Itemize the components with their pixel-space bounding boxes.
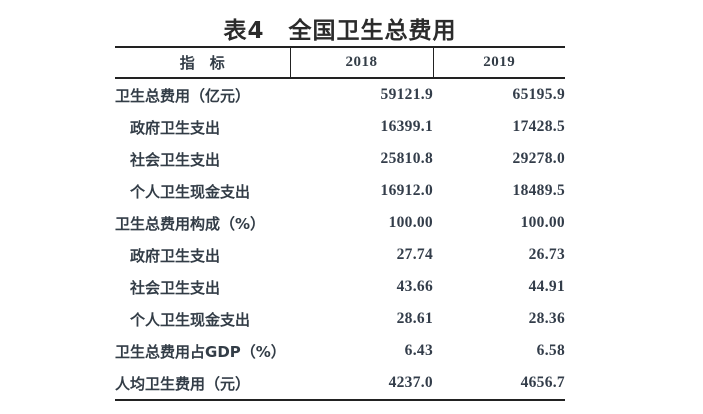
table-body: 卫生总费用（亿元） 59121.9 65195.9 政府卫生支出 16399.1… bbox=[115, 78, 565, 401]
table-row: 社会卫生支出 43.66 44.91 bbox=[115, 271, 565, 303]
table-row: 卫生总费用（亿元） 59121.9 65195.9 bbox=[115, 78, 565, 111]
table-row: 个人卫生现金支出 28.61 28.36 bbox=[115, 303, 565, 335]
value-2018: 16912.0 bbox=[380, 182, 433, 199]
row-label: 社会卫生支出 bbox=[130, 150, 221, 169]
value-2019: 28.36 bbox=[528, 310, 565, 327]
value-2019: 100.00 bbox=[520, 214, 565, 231]
value-2019: 65195.9 bbox=[512, 86, 565, 103]
value-2019: 6.58 bbox=[536, 342, 565, 359]
value-2018: 43.66 bbox=[396, 278, 433, 295]
value-2019: 17428.5 bbox=[512, 118, 565, 135]
value-2018: 6.43 bbox=[404, 342, 433, 359]
value-2018: 100.00 bbox=[388, 214, 433, 231]
value-2019: 18489.5 bbox=[512, 182, 565, 199]
row-label: 人均卫生费用（元） bbox=[115, 367, 290, 401]
header-2019: 2019 bbox=[432, 46, 565, 79]
table-row: 政府卫生支出 16399.1 17428.5 bbox=[115, 111, 565, 143]
value-2019: 26.73 bbox=[528, 246, 565, 263]
value-2018: 25810.8 bbox=[380, 150, 433, 167]
health-expenditure-table: 指 标 2018 2019 卫生总费用（亿元） 59121.9 65195.9 … bbox=[115, 46, 565, 401]
value-2019: 4656.7 bbox=[433, 367, 565, 401]
value-2018: 4237.0 bbox=[290, 367, 433, 401]
table-row: 人均卫生费用（元） 4237.0 4656.7 bbox=[115, 367, 565, 401]
table-row: 政府卫生支出 27.74 26.73 bbox=[115, 239, 565, 271]
stat-table: 指 标 2018 2019 卫生总费用（亿元） 59121.9 65195.9 … bbox=[115, 46, 565, 401]
row-label: 个人卫生现金支出 bbox=[130, 310, 251, 329]
row-label: 卫生总费用构成（%） bbox=[115, 214, 266, 233]
table-row: 卫生总费用构成（%） 100.00 100.00 bbox=[115, 207, 565, 239]
row-label: 社会卫生支出 bbox=[130, 278, 221, 297]
table-row: 个人卫生现金支出 16912.0 18489.5 bbox=[115, 175, 565, 207]
value-2019: 44.91 bbox=[528, 278, 565, 295]
header-indicator: 指 标 bbox=[115, 46, 290, 79]
table-title: 表4 全国卫生总费用 bbox=[223, 18, 457, 44]
value-2018: 28.61 bbox=[396, 310, 433, 327]
header-row: 指 标 2018 2019 bbox=[115, 46, 565, 79]
table-row: 卫生总费用占GDP（%） 6.43 6.58 bbox=[115, 335, 565, 367]
row-label: 政府卫生支出 bbox=[130, 246, 221, 265]
value-2018: 16399.1 bbox=[380, 118, 433, 135]
value-2018: 27.74 bbox=[396, 246, 433, 263]
header-2018: 2018 bbox=[289, 46, 433, 79]
value-2018: 59121.9 bbox=[380, 86, 433, 103]
table-row: 社会卫生支出 25810.8 29278.0 bbox=[115, 143, 565, 175]
row-label: 个人卫生现金支出 bbox=[130, 182, 251, 201]
row-label: 卫生总费用（亿元） bbox=[115, 86, 251, 105]
table-header: 指 标 2018 2019 bbox=[115, 46, 565, 79]
row-label: 政府卫生支出 bbox=[130, 118, 221, 137]
row-label: 卫生总费用占GDP（%） bbox=[115, 342, 286, 361]
value-2019: 29278.0 bbox=[512, 150, 565, 167]
